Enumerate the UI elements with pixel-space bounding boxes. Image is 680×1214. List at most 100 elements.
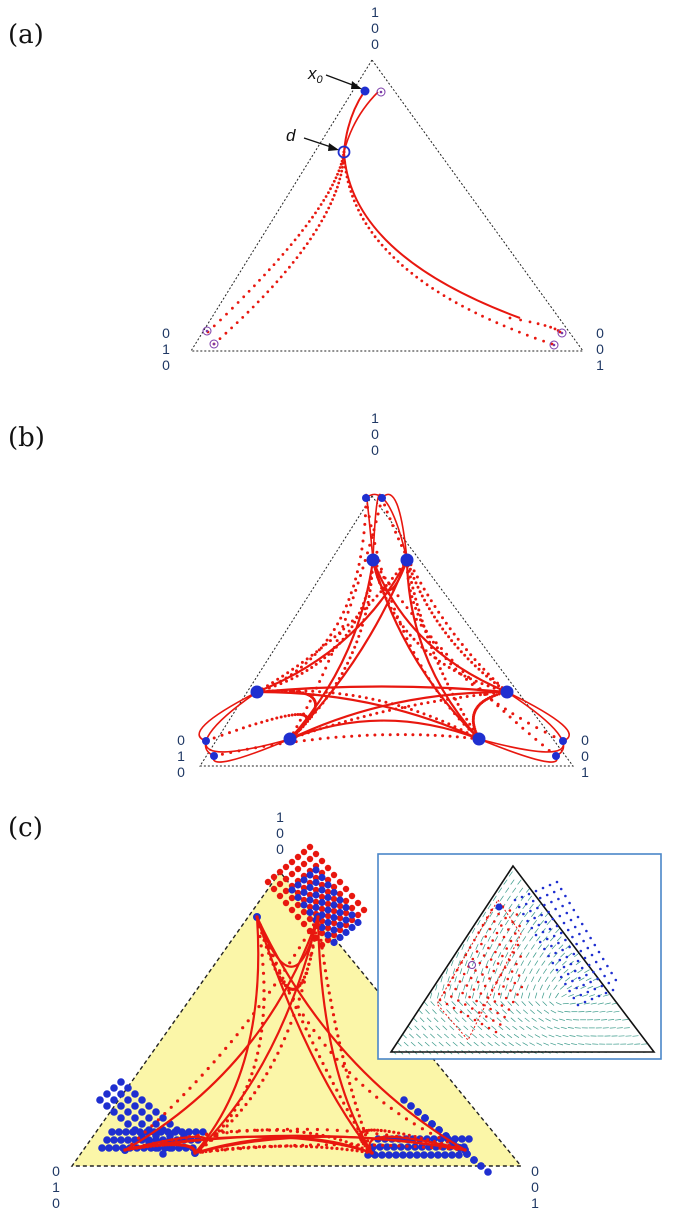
region-dot [589,936,592,940]
region-dot [336,896,344,904]
trajectory-dot [467,308,471,311]
trajectory-dot [387,592,391,595]
vector-tick [446,1009,451,1015]
region-dot [312,866,320,874]
region-dot [475,999,478,1003]
region-dot [294,853,302,861]
trajectory-dot [271,954,275,958]
vector-tick [536,968,540,974]
trajectory-dot [261,295,265,299]
region-dot [117,1102,125,1110]
trajectory-dot [304,661,308,665]
panel-a-vertex-right-3: 1 [596,357,604,373]
region-dot [103,1136,111,1144]
vector-tick [499,927,504,934]
vector-tick [541,992,545,999]
trajectory-dot [424,629,428,633]
trajectory-dot [304,689,308,693]
trajectory-dot [382,575,386,579]
region-dot [555,880,559,884]
trajectory-dot [411,586,415,590]
trajectory-dot [385,1133,389,1137]
vector-tick [585,1011,592,1013]
region-dot [498,943,502,946]
region-dot [306,843,314,851]
trajectory-dot [352,584,356,588]
trajectory-dot [331,1081,335,1086]
region-dot [576,915,580,919]
region-dot [580,922,584,926]
region-dot [557,941,560,945]
region-dot [288,906,296,914]
trajectory-dot [336,1034,340,1038]
region-dot [124,1108,132,1116]
vector-tick [501,1042,507,1047]
trajectory-dot [322,215,326,219]
region-dot [428,1120,436,1128]
trajectory-dot [273,967,277,971]
region-dot [564,894,567,898]
region-dot [518,924,521,928]
region-dot [145,1102,153,1110]
region-dot [348,923,356,932]
vector-tick [531,976,535,983]
trajectory-line [124,916,320,1151]
trajectory-dot [467,675,470,679]
vector-tick [527,960,532,966]
trajectory-dot [371,598,375,602]
region-dot [406,1151,414,1159]
trajectory-dot [447,666,451,669]
trajectory-dot [253,1128,257,1132]
trajectory-dot [425,603,429,607]
region-dot [536,906,539,910]
region-dot [545,893,549,897]
region-dot [601,957,605,961]
trajectory-dot [265,938,269,943]
vector-tick [578,977,585,982]
vector-tick [549,968,555,974]
vector-tick [555,928,560,934]
trajectory-dots [255,558,409,694]
vector-tick [447,976,450,983]
panel-b-vertex-left-1: 0 [177,732,185,748]
vector-tick [477,952,481,958]
trajectory-dot [345,1129,349,1133]
region-dot [336,908,344,917]
vector-tick [532,919,537,926]
region-dot [407,1102,415,1110]
vector-tick [488,1009,493,1015]
vector-tick [449,1025,455,1031]
trajectory-dot [402,629,406,633]
trajectory-dot [465,731,469,735]
trajectory-line [194,916,320,1154]
region-dot [506,977,510,981]
trajectory-dot [331,649,335,653]
trajectory-dot [295,674,299,678]
vector-tick [580,985,587,989]
trajectory-dot [307,1034,311,1038]
trajectory-dot [342,150,346,154]
trajectory-dot [341,1055,345,1059]
trajectory-dot [398,567,402,571]
panel-b-label: (b) [8,423,45,453]
vector-tick [477,919,481,926]
trajectory-dot [525,333,529,337]
vector-tick [477,984,480,991]
vector-tick [553,952,558,958]
region-dot [152,1108,160,1116]
region-dot [510,970,514,973]
trajectory-dot [447,635,451,639]
trajectory-dot [275,1127,279,1132]
trajectory-dot [354,1077,358,1081]
trajectory-dot [346,610,350,614]
region-dot [561,948,564,952]
trajectory-dot [350,651,354,655]
trajectory-dot [420,702,423,706]
corner-point [378,494,386,502]
region-dot [515,962,518,966]
trajectory-dot [319,659,323,663]
trajectory-dot [414,617,418,621]
region-dot [607,981,611,985]
trajectory-dot [317,648,321,652]
trajectory-dot [318,1055,322,1059]
